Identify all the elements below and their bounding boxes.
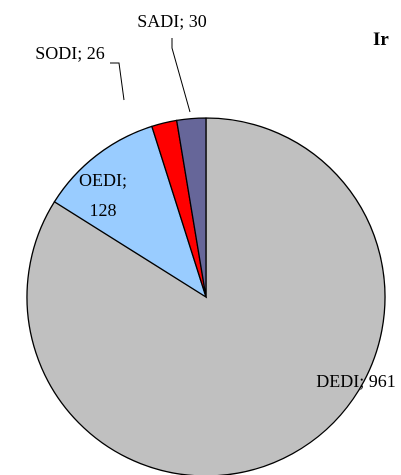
data-label: OEDI; 128 — [79, 170, 127, 220]
leader-line — [171, 38, 191, 113]
leader-line — [110, 62, 125, 101]
chart-title: Ir — [373, 29, 389, 50]
data-label: SADI; 30 — [137, 11, 207, 31]
pie-slice — [175, 117, 207, 298]
data-label-line: 128 — [90, 200, 117, 220]
pie-slice — [53, 125, 208, 299]
pie-slice — [26, 117, 386, 475]
data-label-line: OEDI; — [79, 170, 127, 190]
data-label: DEDI; 961 — [316, 371, 396, 391]
data-label: SODI; 26 — [35, 43, 105, 63]
